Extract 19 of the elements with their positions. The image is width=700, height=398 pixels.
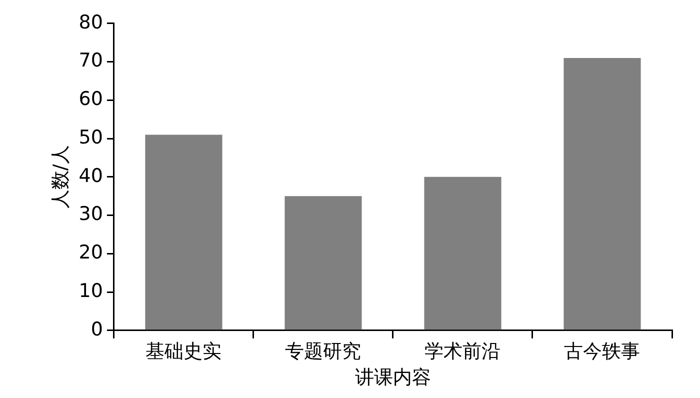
y-tick-label: 80 xyxy=(78,11,103,34)
x-axis-title: 讲课内容 xyxy=(354,366,431,389)
x-tick-label: 古今轶事 xyxy=(564,340,640,363)
x-tick-label: 基础史实 xyxy=(146,340,222,363)
x-tick-label: 学术前沿 xyxy=(424,340,501,363)
y-tick-label: 20 xyxy=(78,242,103,264)
bar xyxy=(564,58,641,330)
y-tick-label: 30 xyxy=(78,203,103,226)
y-tick-label: 50 xyxy=(78,126,103,148)
y-tick-label: 0 xyxy=(90,318,103,340)
bar xyxy=(145,134,222,330)
bar xyxy=(284,196,362,330)
y-tick-label: 70 xyxy=(78,50,103,72)
y-tick-label: 40 xyxy=(78,164,103,187)
y-tick-label: 60 xyxy=(78,88,103,110)
y-axis-title: 人数/人 xyxy=(49,145,72,209)
y-tick-label: 10 xyxy=(78,280,103,302)
bar xyxy=(424,176,502,330)
x-tick-label: 专题研究 xyxy=(285,340,362,363)
